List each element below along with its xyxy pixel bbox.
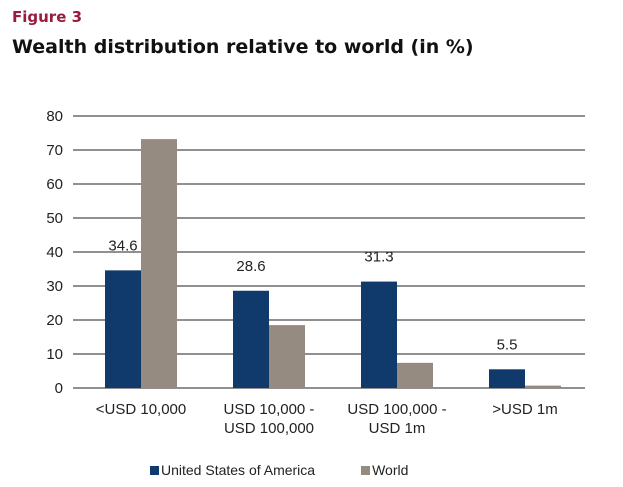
legend-item-world: World: [361, 462, 408, 478]
y-tick-label: 60: [46, 176, 63, 193]
bar-world-0: [141, 139, 177, 388]
bar-world-2: [397, 362, 433, 388]
legend: United States of America World: [150, 462, 408, 478]
category-label-2: USD 1m: [369, 420, 426, 437]
legend-label-usa: United States of America: [161, 462, 316, 478]
bar-world-1: [269, 325, 305, 388]
data-label-1: 28.6: [236, 258, 265, 275]
category-label-2: USD 100,000 -: [347, 401, 446, 418]
category-label-3: >USD 1m: [492, 401, 557, 418]
legend-swatch-usa: [150, 465, 159, 475]
data-label-3: 5.5: [497, 336, 518, 353]
legend-item-usa: United States of America: [150, 462, 315, 478]
bar-usa-0: [105, 270, 141, 388]
y-tick-label: 40: [46, 244, 63, 261]
y-tick-label: 10: [46, 346, 63, 363]
chart-title: Wealth distribution relative to world (i…: [12, 36, 474, 58]
bar-world-3: [525, 385, 561, 388]
y-tick-label: 30: [46, 278, 63, 295]
y-tick-label: 0: [55, 380, 63, 397]
data-label-2: 31.3: [364, 249, 393, 266]
legend-label-world: World: [372, 462, 409, 478]
y-tick-label: 20: [46, 312, 63, 329]
legend-swatch-world: [361, 465, 371, 475]
y-tick-label: 50: [46, 210, 63, 227]
category-label-1: USD 10,000 -: [224, 401, 315, 418]
data-label-0: 34.6: [108, 237, 137, 254]
y-tick-label: 80: [46, 108, 63, 125]
figure-label: Figure 3: [12, 8, 83, 26]
category-label-0: <USD 10,000: [96, 401, 186, 418]
bar-usa-2: [361, 281, 397, 388]
category-label-1: USD 100,000: [224, 420, 314, 437]
y-tick-label: 70: [46, 142, 63, 159]
bar-usa-1: [233, 290, 269, 388]
bar-usa-3: [489, 369, 525, 388]
